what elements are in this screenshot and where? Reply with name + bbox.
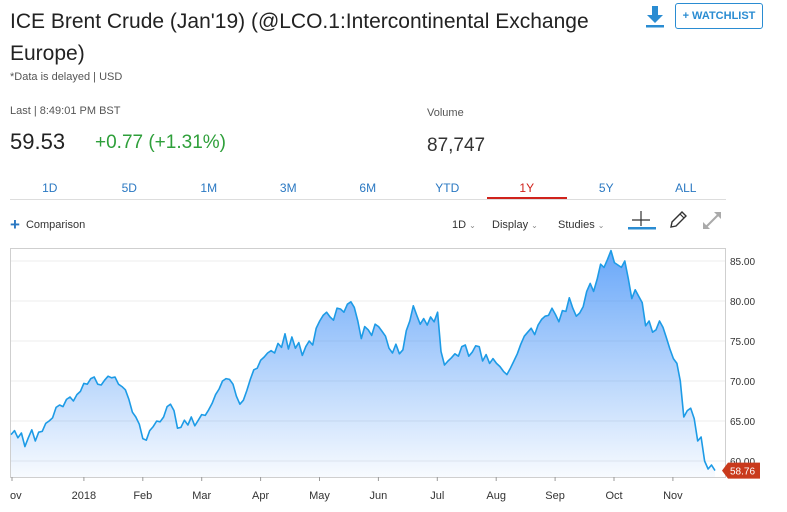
tab-5y[interactable]: 5Y xyxy=(598,181,614,195)
tab-6m[interactable]: 6M xyxy=(359,181,377,195)
last-trade-time: Last | 8:49:01 PM BST xyxy=(10,105,121,117)
comparison-label: Comparison xyxy=(25,219,86,231)
crosshair-icon[interactable] xyxy=(627,209,657,231)
price-change: +0.77 (+1.31%) xyxy=(95,132,226,153)
tab-3m[interactable]: 3M xyxy=(279,181,297,195)
chevron-down-icon: ⌄ xyxy=(531,221,538,230)
display-label: Display xyxy=(492,219,529,231)
studies-label: Studies xyxy=(558,219,595,231)
y-tick-label: 65.00 xyxy=(730,417,755,428)
x-tick-label: Oct xyxy=(605,490,622,502)
volume-label: Volume xyxy=(427,107,464,119)
x-tick-label: May xyxy=(309,490,330,502)
x-tick-label: ov xyxy=(10,490,22,502)
x-tick-label: Nov xyxy=(663,490,683,502)
tab-ytd[interactable]: YTD xyxy=(435,181,460,195)
interval-dropdown[interactable]: 1D ⌄ xyxy=(452,219,476,231)
x-tick-label: Jun xyxy=(370,490,388,502)
y-tick-label: 80.00 xyxy=(730,297,755,308)
tab-1d[interactable]: 1D xyxy=(42,181,58,195)
tab-all[interactable]: ALL xyxy=(675,181,697,195)
studies-dropdown[interactable]: Studies ⌄ xyxy=(558,219,604,231)
x-tick-label: Aug xyxy=(486,490,506,502)
price-area-fill xyxy=(11,250,715,477)
price-chart[interactable]: 85.00 80.00 75.00 70.00 65.00 60.00 ov 2018 Feb… xyxy=(0,245,787,512)
x-tick-label: Jul xyxy=(430,490,444,502)
volume-value: 87,747 xyxy=(427,135,486,156)
price-line xyxy=(10,249,716,472)
page-title: ICE Brent Crude (Jan'19) (@LCO.1:Interco… xyxy=(10,10,589,65)
y-tick-label: 60.00 xyxy=(730,457,755,468)
tab-1m[interactable]: 1M xyxy=(200,181,218,195)
download-icon[interactable] xyxy=(642,3,668,29)
y-tick-label: 85.00 xyxy=(730,257,755,268)
x-tick-label: Apr xyxy=(252,490,269,502)
time-range-tabs: 1D 5D 1M 3M 6M YTD 1Y 5Y ALL xyxy=(10,178,726,200)
last-value-badge: 58.76 xyxy=(722,462,760,479)
tab-1y[interactable]: 1Y xyxy=(487,178,567,199)
last-price: 59.53 xyxy=(10,129,66,154)
last-value-badge-shape xyxy=(722,462,760,479)
y-tick-label: 70.00 xyxy=(730,377,755,388)
y-tick-label: 75.00 xyxy=(730,337,755,348)
chevron-down-icon: ⌄ xyxy=(597,221,605,230)
x-tick-label: Sep xyxy=(545,490,565,502)
x-tick-label: 2018 xyxy=(72,490,96,502)
last-value-label: 58.76 xyxy=(730,467,755,478)
add-to-watchlist-button[interactable]: + WATCHLIST xyxy=(675,3,763,29)
expand-icon[interactable] xyxy=(701,209,723,231)
data-delay-note: *Data is delayed | USD xyxy=(10,71,123,83)
chevron-down-icon: ⌄ xyxy=(469,221,476,230)
x-tick-label: Mar xyxy=(192,490,211,502)
x-tick-label: Feb xyxy=(133,490,152,502)
interval-label: 1D xyxy=(452,219,467,231)
pencil-icon[interactable] xyxy=(667,209,689,231)
add-comparison-button[interactable]: + Comparison xyxy=(10,215,86,234)
tab-5d[interactable]: 5D xyxy=(121,181,137,195)
plus-icon: + xyxy=(10,215,20,234)
display-dropdown[interactable]: Display ⌄ xyxy=(492,219,538,231)
